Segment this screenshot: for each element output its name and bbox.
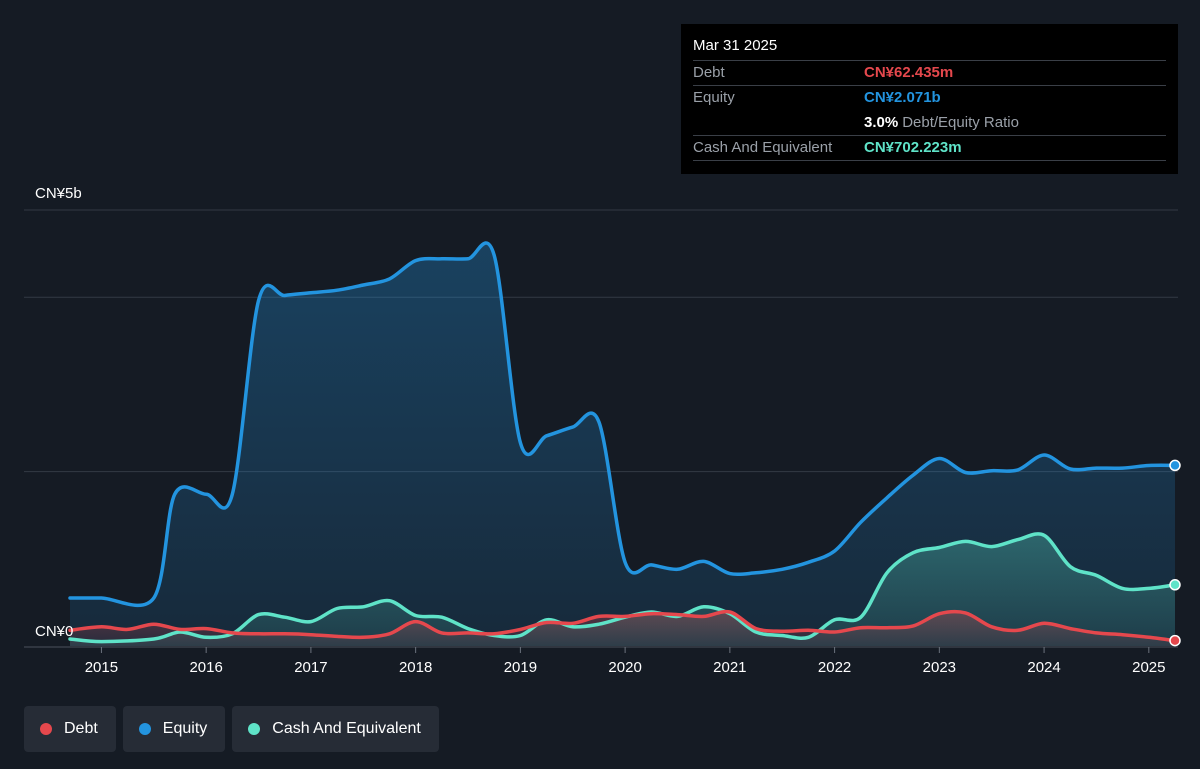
debt-end-point[interactable] [1169, 634, 1181, 647]
legend: Debt Equity Cash And Equivalent [24, 706, 439, 752]
tooltip-debt-value: CN¥62.435m [864, 64, 954, 81]
series-areas [70, 242, 1175, 646]
tooltip-equity-value: CN¥2.071b [864, 89, 941, 106]
x-tick-label: 2025 [1132, 659, 1165, 676]
legend-dot-icon [138, 723, 151, 735]
tooltip-cash-label: Cash And Equivalent [693, 139, 833, 156]
legend-label: Debt [64, 720, 98, 737]
legend-label: Cash And Equivalent [272, 720, 421, 737]
x-tick-label: 2022 [818, 659, 851, 676]
tooltip-row-ratio: 3.0% Debt/Equity Ratio [693, 110, 1166, 135]
x-tick-label: 2019 [504, 659, 537, 676]
equity-end-point[interactable] [1169, 459, 1181, 472]
x-tick-label: 2018 [399, 659, 432, 676]
legend-item-debt[interactable]: Debt [24, 706, 116, 752]
cash-and-equivalent-end-point[interactable] [1169, 579, 1181, 591]
x-tick-label: 2020 [608, 659, 641, 676]
tooltip-date: Mar 31 2025 [693, 37, 778, 54]
x-tick-label: 2023 [923, 659, 956, 676]
tooltip-ratio: 3.0% Debt/Equity Ratio [864, 111, 1019, 135]
equity-area [70, 242, 1175, 646]
end-markers [1169, 459, 1181, 647]
x-tick-label: 2015 [85, 659, 118, 676]
tooltip-ratio-label: Debt/Equity Ratio [902, 114, 1019, 131]
tooltip-row-debt: Debt CN¥62.435m [693, 60, 1166, 85]
legend-item-equity[interactable]: Equity [122, 706, 226, 752]
tooltip-cash-value: CN¥702.223m [864, 139, 962, 156]
debt-line [68, 609, 1177, 643]
x-axis: 2015 2016 2017 2018 2019 2020 2021 2022 2023 2024… [85, 647, 1166, 676]
y-axis-bottom-label: CN¥0 [35, 623, 73, 640]
y-axis-top-label: CN¥5b [35, 185, 82, 202]
equity-line [68, 241, 1177, 608]
x-tick-label: 2017 [294, 659, 327, 676]
legend-item-cash[interactable]: Cash And Equivalent [232, 706, 439, 752]
tooltip-row-cash: Cash And Equivalent CN¥702.223m [693, 135, 1166, 161]
series-lines [68, 241, 1177, 644]
tooltip-row-equity: Equity CN¥2.071b [693, 85, 1166, 110]
tooltip-panel: Mar 31 2025 Debt CN¥62.435m Equity CN¥2.… [681, 24, 1178, 174]
tooltip-ratio-value: 3.0% [864, 114, 899, 131]
x-tick-label: 2024 [1027, 659, 1060, 676]
tooltip-debt-label: Debt [693, 64, 725, 81]
legend-dot-icon [248, 723, 261, 735]
x-tick-label: 2021 [713, 659, 746, 676]
x-tick-label: 2016 [189, 659, 222, 676]
legend-dot-icon [40, 723, 52, 735]
tooltip-equity-label: Equity [693, 89, 735, 106]
legend-label: Equity [162, 720, 208, 737]
